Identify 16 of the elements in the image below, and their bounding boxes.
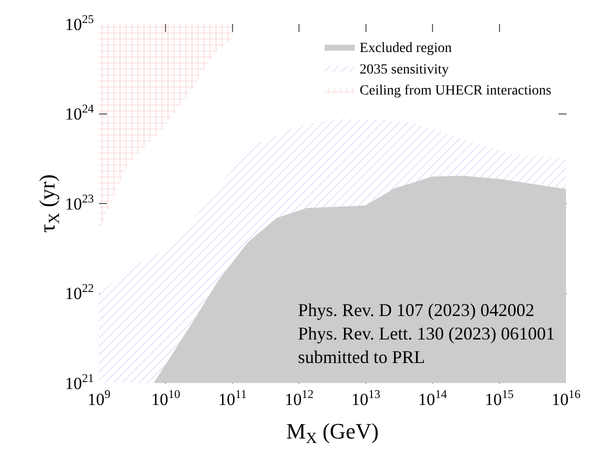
x-tick-label: 10$^{11}$: [218, 387, 247, 410]
legend-label: 2035 sensitivity: [360, 62, 449, 78]
legend-label: Excluded region: [360, 41, 452, 56]
x-axis-title: M$_{X}$ (GeV): [286, 418, 379, 448]
y-tick-label: 10$^{25}$: [64, 12, 94, 34]
x-tick-label: 10$^{10}$: [151, 387, 180, 410]
y-tick-label: 10$^{22}$: [64, 281, 94, 304]
x-tick-label: 10$^{14}$: [418, 387, 448, 410]
annotation: Phys. Rev. D 107 (2023) 042002 Phys. Rev. Lett. 130 (2023) 061001 submitted to PRL: [298, 300, 555, 367]
x-tick-label: 10$^{12}$: [284, 387, 314, 410]
x-tick-label: 10$^{15}$: [484, 387, 514, 410]
legend-label: Ceiling from UHECR interactions: [360, 84, 552, 99]
y-tick-label: 10$^{23}$: [64, 191, 94, 214]
x-tick-label: 10$^{13}$: [351, 387, 380, 410]
y-tick-label: 10$^{24}$: [64, 102, 94, 124]
x-tick-label: 10$^{16}$: [552, 387, 580, 410]
